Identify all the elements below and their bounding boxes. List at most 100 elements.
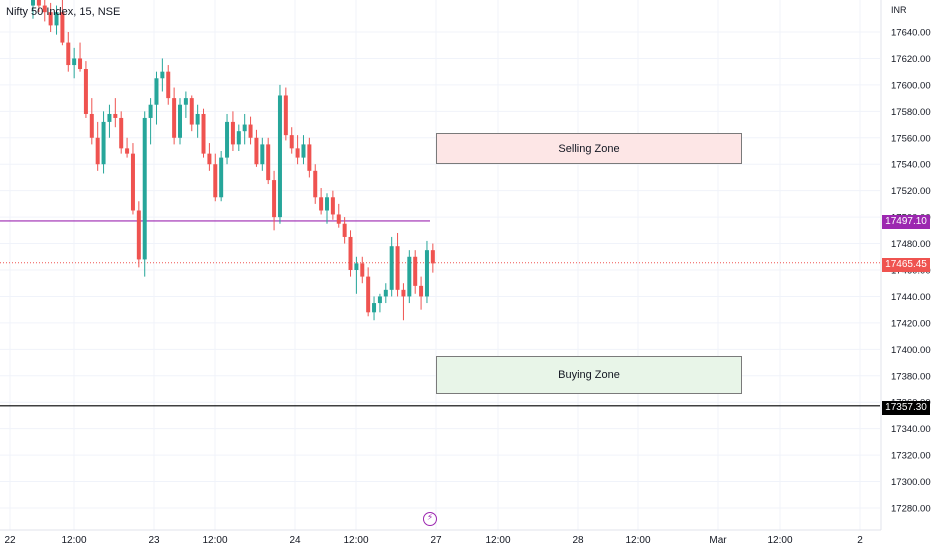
candle[interactable] [372,296,377,321]
candle[interactable] [172,87,177,145]
candle[interactable] [395,232,400,297]
candle-body [272,180,277,218]
selling-zone-box[interactable]: Selling Zone [436,133,742,164]
candle[interactable] [95,121,100,171]
candle[interactable] [225,113,230,165]
candle[interactable] [325,193,329,224]
symbol-title: Nifty 50 Index, 15, NSE [6,6,121,18]
buying-zone-box[interactable]: Buying Zone [436,356,742,394]
candle-body [377,296,382,304]
candle-body [172,98,177,138]
candle[interactable] [254,129,259,167]
candle[interactable] [354,256,359,294]
candle[interactable] [130,143,135,215]
candle[interactable] [413,250,418,294]
selling-zone-label: Selling Zone [558,142,620,155]
candle[interactable] [189,95,194,132]
candle[interactable] [219,151,224,202]
candle[interactable] [113,98,118,128]
candle-body [242,124,247,132]
candle[interactable] [248,116,253,145]
candle[interactable] [336,203,341,228]
candle-body [424,250,429,297]
candle[interactable] [366,267,371,317]
candle-body [60,12,65,43]
currency-label: INR [891,5,907,15]
candle[interactable] [201,108,206,158]
time-tick-label: 22 [4,535,16,546]
candle[interactable] [407,250,412,304]
candle-body [178,104,182,138]
candle-body [248,124,253,138]
candle[interactable] [236,124,241,151]
candle[interactable] [119,111,124,154]
lightning-icon[interactable]: ⚡ [423,512,437,526]
candle[interactable] [136,201,141,268]
time-tick-label: 2 [857,535,863,546]
candle[interactable] [207,143,212,171]
candle[interactable] [266,137,271,185]
candle[interactable] [348,230,353,277]
black-line-price-tag: 17357.30 [882,401,930,415]
candle[interactable] [424,240,429,304]
candle[interactable] [289,127,294,154]
candle[interactable] [430,243,435,273]
candle-body [89,113,94,138]
candle[interactable] [242,113,247,145]
candle[interactable] [60,0,65,46]
candle[interactable] [125,137,130,158]
candle[interactable] [301,135,306,165]
candle[interactable] [213,153,218,202]
candle[interactable] [178,98,182,145]
candle-body [430,250,435,264]
candle[interactable] [389,236,394,297]
candle[interactable] [160,58,165,92]
price-tick-label: 17320.00 [891,451,931,462]
candle[interactable] [142,111,147,277]
candle-body [266,144,271,181]
candle[interactable] [330,190,335,220]
candle-body [36,0,41,6]
candle[interactable] [107,104,112,138]
candle[interactable] [66,32,71,72]
candle[interactable] [277,84,282,224]
candle[interactable] [377,293,382,313]
candle[interactable] [89,98,94,145]
candle[interactable] [383,283,388,304]
time-tick-label: 12:00 [767,535,792,546]
candle[interactable] [72,47,77,79]
candle[interactable] [230,111,235,151]
candle[interactable] [78,42,83,72]
candle[interactable] [54,5,59,35]
candle[interactable] [195,104,200,138]
candle[interactable] [272,170,277,231]
candle[interactable] [83,61,88,118]
candle[interactable] [183,91,188,118]
candle[interactable] [101,111,106,174]
purple-line-price-tag: 17497.10 [882,215,930,229]
candle[interactable] [313,164,318,204]
candle[interactable] [295,135,300,165]
candle[interactable] [360,256,365,284]
time-tick-label: 12:00 [625,535,650,546]
candle[interactable] [307,137,312,178]
candle[interactable] [48,2,53,32]
candle[interactable] [166,65,171,105]
candle[interactable] [260,137,265,171]
candle[interactable] [319,188,324,215]
candle[interactable] [36,0,41,13]
candle[interactable] [419,276,424,310]
candle-body [160,71,165,79]
candle[interactable] [148,98,153,145]
candle[interactable] [342,217,347,244]
candle-body [130,153,135,211]
candle[interactable] [42,0,47,22]
candle[interactable] [401,283,406,321]
candle[interactable] [154,71,159,125]
candle-body [225,121,230,158]
candle[interactable] [283,87,288,141]
candle[interactable] [31,0,35,19]
candle-body [383,289,388,297]
price-tick-label: 17640.00 [891,28,931,39]
